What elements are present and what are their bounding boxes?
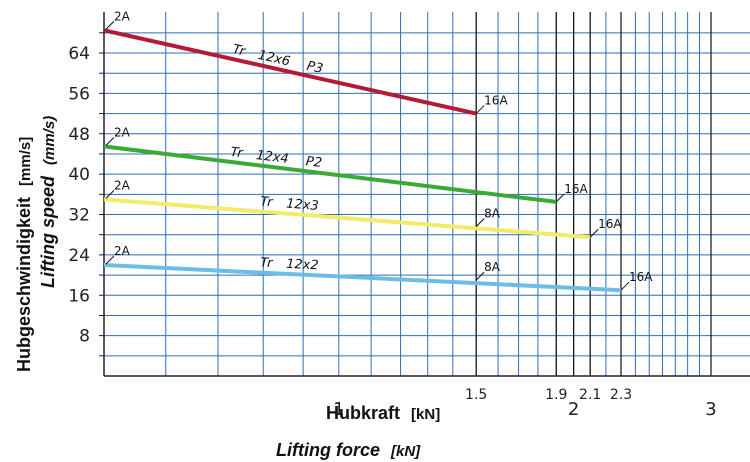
start-amp-label: 2A <box>114 9 131 23</box>
mid-amp-label-leader <box>475 218 485 227</box>
end-amp-label: 16A <box>564 182 588 196</box>
x-axis-title-en-text: Lifting force <box>276 440 380 460</box>
curve-name-part: Tr <box>260 195 275 211</box>
series-line <box>103 262 622 293</box>
start-amp-label: 2A <box>114 178 131 192</box>
x-tick-label-major: 1 <box>333 399 344 420</box>
x-axis-title-de-text: Hubkraft <box>326 403 400 423</box>
y-tick-label: 16 <box>68 286 90 306</box>
x-tick-label-major: 2 <box>568 399 579 420</box>
series <box>103 28 622 293</box>
x-tick-label-minor: 1.9 <box>545 387 567 403</box>
y-tick-label: 24 <box>68 246 90 266</box>
series-line <box>103 197 591 240</box>
start-amp-label: 2A <box>114 125 131 139</box>
series-line <box>103 144 557 204</box>
x-axis-title-de-unit: [kN] <box>411 406 440 423</box>
curve-name-part: 12x3 <box>286 197 320 214</box>
axes <box>99 12 750 377</box>
end-amp-label-leader <box>620 281 630 291</box>
y-tick-label: 8 <box>79 327 90 347</box>
x-tick-label-minor: 1.5 <box>465 387 487 403</box>
series-line <box>103 28 477 116</box>
curve-name-label: Tr 12x2 <box>260 256 319 274</box>
curve-name-label: Tr 12x4 P2 <box>230 145 323 171</box>
end-amp-label-leader <box>555 193 565 203</box>
curve-name-part: Tr <box>260 256 275 272</box>
grid <box>104 12 750 376</box>
x-tick-label-major: 3 <box>705 399 716 420</box>
y-axis-title-de-unit: [mm/s] <box>17 137 34 186</box>
y-axis-title-de-text: Hubgeschwindigkeit <box>14 197 34 372</box>
y-axis-title-de: Hubgeschwindigkeit [mm/s] <box>14 137 34 372</box>
curve-name-label: Tr 12x3 <box>260 195 320 214</box>
tick-labels: 8 16 24 32 40 48 56 64 1 2 3 1.5 1.9 2.1 2.3 <box>68 44 716 420</box>
curve-name-part: 12x2 <box>286 257 319 274</box>
x-tick-label-minor: 2.1 <box>579 387 601 403</box>
curve-name-part: P2 <box>305 154 323 171</box>
curve-name-part: P3 <box>305 59 324 77</box>
mid-amp-label: 8A <box>484 207 501 221</box>
mid-amp-label-leader <box>475 271 485 281</box>
end-amp-label: 16A <box>629 270 653 284</box>
start-amp-label-leader <box>105 137 115 146</box>
y-tick-label: 64 <box>68 44 90 64</box>
start-amp-label-leader <box>105 255 115 265</box>
y-tick-label: 48 <box>68 125 90 145</box>
start-amp-label-leader <box>105 190 115 199</box>
y-axis-title-en-text: Lifting speed <box>38 175 58 288</box>
x-tick-label-minor: 2.3 <box>610 387 632 403</box>
x-axis-title-en-unit: [kN] <box>390 443 421 460</box>
curve-name-part: 12x6 <box>256 48 291 70</box>
end-amp-label: 16A <box>484 94 508 108</box>
y-tick-label: 40 <box>68 165 90 185</box>
start-amp-label: 2A <box>114 244 131 258</box>
curve-name-part: 12x4 <box>255 148 289 167</box>
curve-name-part: Tr <box>231 42 248 60</box>
y-tick-label: 56 <box>68 84 90 104</box>
end-amp-label-leader <box>475 105 485 114</box>
x-axis-title-en: Lifting force [kN] <box>276 440 421 460</box>
y-tick-label: 32 <box>68 206 90 226</box>
start-amp-label-leader <box>105 20 115 30</box>
annotations: 2A 16A Tr 12x6 P3 2A 16A Tr 12x4 P2 2A 16A 8A Tr 12x3 2… <box>105 9 653 291</box>
y-axis-title-en: Lifting speed (mm/s) <box>38 116 58 288</box>
mid-amp-label: 8A <box>484 260 501 274</box>
curve-name-part: Tr <box>230 145 246 162</box>
y-axis-title-en-unit: (mm/s) <box>41 116 58 165</box>
x-axis-title-de: Hubkraft [kN] <box>326 403 440 423</box>
end-amp-label: 16A <box>598 217 622 231</box>
curve-name-label: Tr 12x6 P3 <box>231 42 324 77</box>
end-amp-label-leader <box>589 228 599 238</box>
